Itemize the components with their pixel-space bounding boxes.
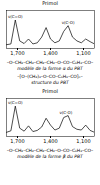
svg-text:1,700: 1,700 xyxy=(10,50,24,56)
html-text:modèle de la forme β du PBT: modèle de la forme β du PBT xyxy=(17,154,83,159)
html-text:Primol: Primol xyxy=(42,0,58,6)
html-text:modèle de la forme α du PBT: modèle de la forme α du PBT xyxy=(17,66,83,71)
html-text:Primol: Primol xyxy=(42,88,58,94)
svg-text:ν(C=O): ν(C=O) xyxy=(8,100,23,105)
html-text:–[O–(CH₂)₄–O–CO–C₆H₄–CO]ₙ–: –[O–(CH₂)₄–O–CO–C₆H₄–CO]ₙ– xyxy=(17,74,83,79)
svg-text:ν(C=O): ν(C=O) xyxy=(8,14,23,19)
svg-text:ν(C-O): ν(C-O) xyxy=(59,110,72,115)
svg-text:1,100: 1,100 xyxy=(76,50,90,56)
svg-text:1,400: 1,400 xyxy=(43,50,57,56)
svg-text:1,700: 1,700 xyxy=(10,138,24,144)
svg-text:1,100: 1,100 xyxy=(76,138,90,144)
svg-text:1,400: 1,400 xyxy=(43,138,57,144)
html-text:structure du PBT: structure du PBT xyxy=(31,80,69,85)
html-text:–O–CH₂–CH₂–CH₂–CH₂–O–CO–C₆H₄–C: –O–CH₂–CH₂–CH₂–CH₂–O–CO–C₆H₄–CO– xyxy=(6,148,94,153)
html-text:–O–CH₂–CH₂–CH₂–CH₂–O–CO–C₆H₄–C: –O–CH₂–CH₂–CH₂–CH₂–O–CO–C₆H₄–CO– xyxy=(6,60,94,65)
svg-text:ν(C-O): ν(C-O) xyxy=(62,20,75,25)
